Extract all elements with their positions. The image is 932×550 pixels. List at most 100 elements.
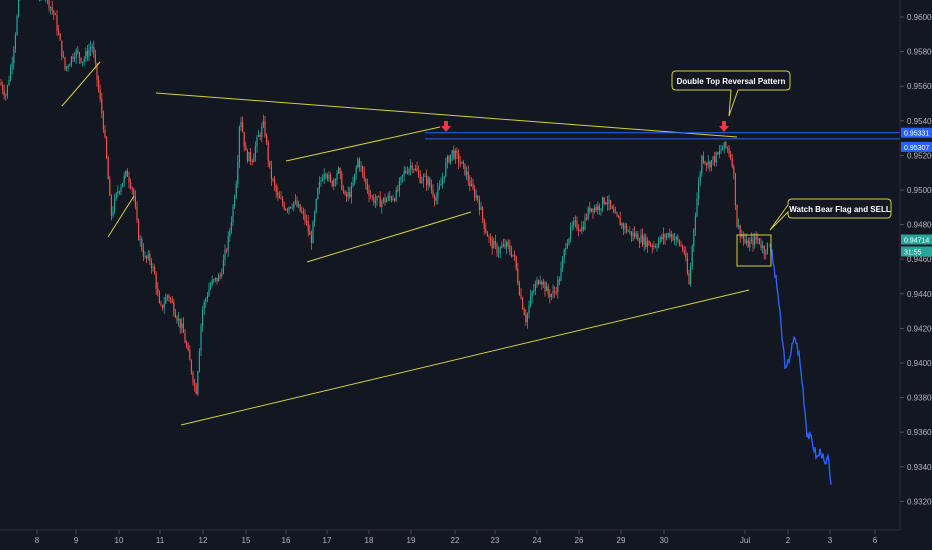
candle bbox=[720, 150, 722, 152]
candle bbox=[749, 241, 751, 248]
candle bbox=[8, 80, 10, 86]
candle bbox=[576, 220, 578, 230]
candle bbox=[605, 202, 607, 204]
candle bbox=[486, 232, 488, 237]
candle bbox=[504, 244, 506, 248]
candle bbox=[160, 303, 162, 305]
candle bbox=[475, 195, 477, 198]
candle bbox=[360, 166, 362, 168]
candle bbox=[336, 173, 338, 181]
candle bbox=[370, 195, 372, 197]
price-label-text: 0.95307 bbox=[904, 145, 929, 152]
price-label[interactable]: 0.95307 bbox=[901, 141, 932, 152]
candle bbox=[718, 151, 720, 155]
candle bbox=[630, 231, 632, 237]
x-tick-label: 11 bbox=[156, 536, 165, 545]
candle bbox=[698, 182, 700, 200]
price-label-text: 0.95331 bbox=[904, 131, 929, 138]
price-label[interactable]: 0.94714 bbox=[901, 234, 932, 245]
candle bbox=[696, 199, 698, 217]
candle bbox=[469, 180, 471, 187]
candle bbox=[346, 194, 348, 197]
candle bbox=[546, 286, 548, 292]
candle bbox=[240, 122, 242, 127]
candle bbox=[122, 182, 124, 187]
pattern-trendlines bbox=[61, 61, 750, 426]
candle bbox=[184, 332, 186, 343]
candle bbox=[411, 165, 413, 170]
candle bbox=[266, 135, 268, 143]
candle bbox=[2, 84, 4, 91]
candle bbox=[149, 254, 151, 261]
candle bbox=[512, 254, 514, 257]
candle bbox=[478, 199, 480, 210]
candle bbox=[138, 220, 140, 240]
candle bbox=[373, 197, 375, 203]
candle bbox=[726, 147, 728, 149]
candle bbox=[432, 189, 434, 196]
candle bbox=[139, 239, 141, 240]
candle bbox=[446, 156, 448, 163]
candle bbox=[510, 251, 512, 257]
candle bbox=[757, 238, 759, 240]
candle bbox=[544, 282, 546, 292]
candle bbox=[365, 178, 367, 184]
candle bbox=[418, 171, 420, 175]
time-axis[interactable]: 8 9 10 11 12 15 16 17 18 19 22 23 24 26 29 30 Jul 2 3 6 bbox=[0, 529, 900, 545]
candle bbox=[296, 200, 298, 207]
candle bbox=[230, 221, 232, 231]
candle bbox=[613, 208, 615, 213]
candle bbox=[462, 161, 464, 164]
candle bbox=[278, 195, 280, 199]
candle bbox=[507, 241, 509, 246]
candle bbox=[733, 166, 735, 174]
candle bbox=[330, 174, 332, 181]
candle bbox=[616, 212, 618, 216]
double-top-callout[interactable]: Double Top Reversal Pattern bbox=[671, 70, 791, 117]
candle bbox=[590, 208, 592, 212]
price-label[interactable]: 0.95331 bbox=[901, 127, 932, 138]
candle bbox=[194, 382, 196, 386]
candle bbox=[422, 176, 424, 182]
candle bbox=[570, 226, 572, 239]
candle bbox=[501, 246, 503, 248]
candle bbox=[56, 15, 58, 31]
candle bbox=[224, 250, 226, 260]
candle bbox=[14, 34, 16, 49]
candle bbox=[254, 146, 256, 157]
price-label[interactable]: 31:55 bbox=[901, 246, 932, 257]
candle bbox=[728, 148, 730, 154]
flag-lower-line bbox=[306, 211, 472, 263]
bear-flag-callout[interactable]: Watch Bear Flag and SELL bbox=[769, 198, 892, 231]
candle bbox=[400, 176, 402, 181]
candle bbox=[277, 192, 279, 196]
candle bbox=[518, 283, 520, 295]
candle bbox=[334, 179, 336, 181]
candle bbox=[182, 323, 184, 333]
candle bbox=[115, 193, 117, 199]
candle bbox=[688, 273, 690, 285]
candle bbox=[595, 207, 597, 210]
candle bbox=[525, 315, 527, 323]
candle bbox=[589, 207, 591, 212]
candle bbox=[70, 56, 72, 65]
candle bbox=[187, 346, 189, 351]
candle bbox=[179, 318, 181, 329]
candle bbox=[584, 217, 586, 230]
candle bbox=[403, 170, 405, 175]
candle bbox=[413, 169, 415, 171]
candle bbox=[472, 183, 474, 189]
candle bbox=[526, 313, 528, 323]
candle bbox=[560, 267, 562, 281]
candle bbox=[638, 240, 640, 243]
candle bbox=[488, 236, 490, 238]
candle bbox=[651, 245, 653, 247]
candle bbox=[136, 206, 138, 220]
candle bbox=[746, 240, 748, 243]
candle bbox=[587, 207, 589, 219]
